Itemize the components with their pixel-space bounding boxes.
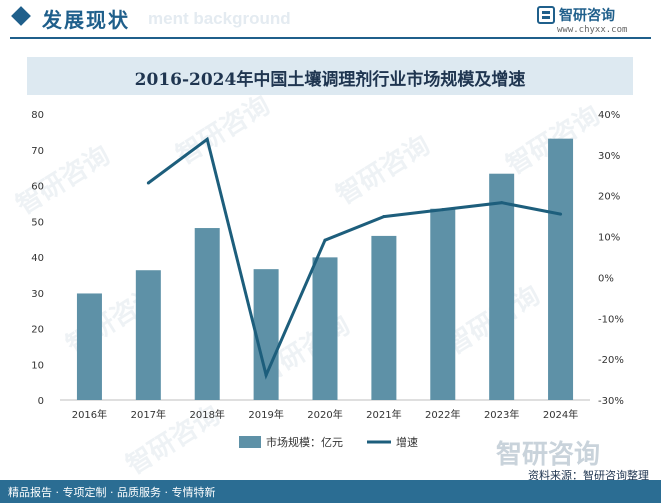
x-tick-label: 2019年 [248, 408, 283, 421]
x-tick-label: 2024年 [543, 408, 578, 421]
y-right-tick-label: 30% [598, 151, 620, 162]
bar [194, 228, 220, 400]
x-tick-label: 2023年 [484, 408, 519, 421]
bar [430, 208, 456, 400]
bar [76, 293, 102, 400]
y-left-tick-label: 40 [31, 253, 44, 264]
brand-name: 智研咨询 [559, 8, 615, 24]
y-right-tick-label: -10% [598, 314, 624, 325]
header-watermark: ment background [148, 9, 291, 28]
y-right-tick-label: 20% [598, 192, 620, 203]
x-tick-label: 2020年 [307, 408, 342, 421]
bar [371, 235, 397, 400]
bar [548, 138, 574, 401]
y-left-tick-label: 10 [31, 360, 44, 371]
y-right-tick-label: 0% [598, 273, 614, 284]
growth-rate-point [382, 215, 386, 219]
chart: 0 10 20 30 40 50 60 70 80 -30% -20% -10% 0% 10% 20% 30%… [31, 110, 624, 449]
x-tick-label: 2021年 [366, 408, 401, 421]
legend-label: 市场规模：亿元 [266, 435, 343, 449]
brand-url: www.chyxx.com [557, 25, 628, 35]
growth-rate-point [323, 238, 327, 242]
bar [489, 173, 515, 400]
y-left-tick-label: 50 [31, 217, 44, 228]
legend-label: 增速 [396, 435, 418, 449]
growth-rate-point [146, 181, 150, 185]
x-tick-label: 2018年 [189, 408, 224, 421]
bar [135, 270, 161, 400]
y-right-tick-label: -30% [598, 396, 624, 407]
growth-rate-point [441, 208, 445, 212]
y-left-tick-label: 0 [38, 396, 44, 407]
growth-rate-point [205, 137, 209, 141]
header: 发展现状 ment background 智研咨询 www.chyxx.com [0, 0, 661, 36]
y-left-tick-label: 80 [31, 110, 44, 121]
x-tick-label: 2017年 [131, 408, 166, 421]
growth-rate-point [500, 201, 504, 205]
x-tick-label: 2022年 [425, 408, 460, 421]
chart-title-bar: 2016-2024年中国土壤调理剂行业市场规模及增速 [27, 57, 633, 95]
growth-rate-line [147, 136, 561, 380]
y-left-tick-label: 20 [31, 325, 44, 336]
data-source: 资料来源：智研咨询整理 [528, 469, 649, 482]
x-tick-label: 2016年 [72, 408, 107, 421]
section-title: 发展现状 [42, 8, 130, 32]
y-right-tick-label: 10% [598, 233, 620, 244]
chart-title: 2016-2024年中国土壤调理剂行业市场规模及增速 [134, 70, 526, 90]
footer-slogan: 精品报告 · 专项定制 · 品质服务 · 专情特新 [8, 486, 216, 499]
header-divider [10, 37, 651, 39]
growth-rate-point [559, 212, 563, 216]
brand-watermark-bottom: 智研咨询 [496, 440, 601, 470]
bar [312, 257, 338, 400]
growth-rate-point [264, 373, 268, 377]
y-left-tick-label: 70 [31, 146, 44, 157]
y-left-tick-label: 30 [31, 289, 44, 300]
y-right-tick-label: 40% [598, 110, 620, 121]
y-left-tick-label: 60 [31, 182, 44, 193]
footer-bar: 精品报告 · 专项定制 · 品质服务 · 专情特新 [0, 480, 661, 503]
brand-logo-icon [537, 6, 555, 24]
y-right-tick-label: -20% [598, 355, 624, 366]
legend-swatch-bar [239, 436, 261, 448]
brand: 智研咨询 www.chyxx.com [537, 5, 647, 37]
